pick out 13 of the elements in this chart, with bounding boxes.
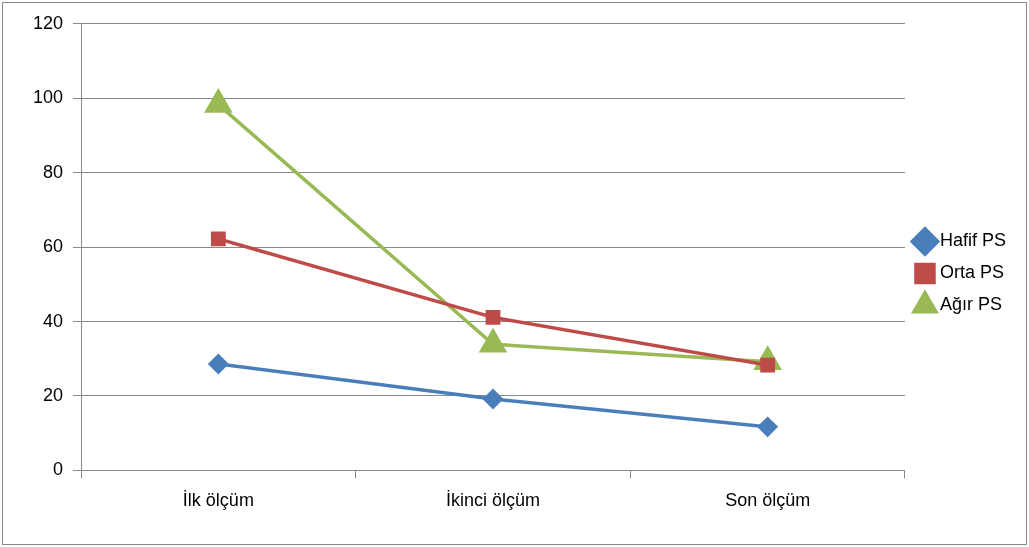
x-tick-label: İlk ölçüm bbox=[182, 490, 254, 511]
y-tick-label: 100 bbox=[32, 87, 64, 108]
legend-label: Orta PS bbox=[939, 262, 1005, 283]
y-tick-label: 20 bbox=[43, 384, 64, 405]
y-tick-label: 0 bbox=[53, 459, 64, 480]
x-tick-label: İkinci ölçüm bbox=[445, 490, 541, 511]
legend-label: Ağır PS bbox=[939, 294, 1003, 315]
y-tick-label: 60 bbox=[43, 236, 64, 257]
legend-label: Hafif PS bbox=[939, 230, 1007, 251]
x-tick-label: Son ölçüm bbox=[725, 490, 811, 511]
y-tick-label: 40 bbox=[43, 310, 64, 331]
y-tick-label: 120 bbox=[32, 12, 64, 33]
y-tick-label: 80 bbox=[43, 161, 64, 182]
